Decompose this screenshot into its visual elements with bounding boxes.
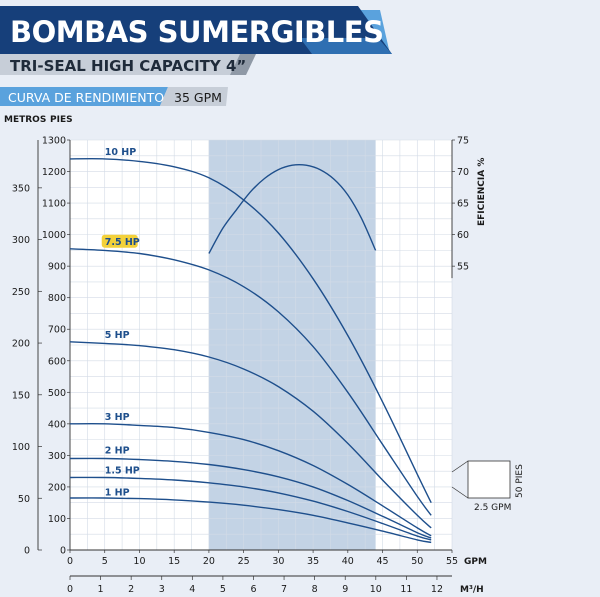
tick-labels: 0100200300400500600700800900100011001200… xyxy=(12,136,469,596)
y-tick-label-feet: 300 xyxy=(48,451,66,462)
y-tick-label-feet: 1200 xyxy=(42,167,66,178)
efficiency-curve xyxy=(208,163,377,254)
curve-labels: 10 HP 7.5 HP 5 HP 3 HP 2 HP 1.5 HP 1 HP xyxy=(101,147,140,499)
x-tick-label-m3h: 2 xyxy=(128,584,134,595)
page-subtitle: TRI-SEAL HIGH CAPACITY 4” xyxy=(10,57,246,75)
x-tick-label-gpm: 20 xyxy=(203,556,215,567)
y-tick-label-feet: 100 xyxy=(48,514,66,525)
page-title: BOMBAS SUMERGIBLES xyxy=(10,15,383,49)
x-tick-label-m3h: 8 xyxy=(312,584,318,595)
y-tick-label-feet: 1300 xyxy=(42,136,66,147)
scale-box-leader-top xyxy=(451,460,469,473)
x-tick-label-m3h: 11 xyxy=(400,584,412,595)
scale-box: 50 PIES 2.5 GPM xyxy=(451,460,525,513)
x-tick-label-m3h: 10 xyxy=(370,584,382,595)
y-tick-label-feet: 700 xyxy=(48,325,66,336)
x-tick-label-gpm: 50 xyxy=(411,556,423,567)
subtitle-bar xyxy=(0,54,252,75)
x-tick-label-gpm: 55 xyxy=(446,556,458,567)
y-tick-label-meters: 100 xyxy=(12,442,30,453)
curve-label: 7.5 HP xyxy=(105,237,140,248)
y-tick-label-efficiency: 75 xyxy=(457,136,469,147)
x-axis-gpm-title: GPM xyxy=(464,557,487,567)
scale-box-rect xyxy=(467,460,511,499)
y-axis-feet-title: PIES xyxy=(50,115,73,125)
y-tick-label-efficiency: 65 xyxy=(457,199,469,210)
x-tick-label-gpm: 0 xyxy=(67,556,73,567)
x-tick-label-gpm: 35 xyxy=(307,556,319,567)
header-banner: BOMBAS SUMERGIBLES TRI-SEAL HIGH CAPACIT… xyxy=(0,6,392,75)
head-curves xyxy=(69,158,432,544)
y-tick-label-meters: 200 xyxy=(12,339,30,350)
y-tick-label-feet: 600 xyxy=(48,356,66,367)
subtitle-bar-shadow xyxy=(230,54,256,75)
x-tick-label-m3h: 9 xyxy=(342,584,348,595)
y-tick-label-efficiency: 70 xyxy=(457,167,469,178)
y-tick-label-meters: 150 xyxy=(12,390,30,401)
x-axis-m3h-title: M³/H xyxy=(460,585,484,595)
y-axis-meters-title: METROS xyxy=(4,115,46,125)
y-tick-label-feet: 900 xyxy=(48,262,66,273)
section-label-tab xyxy=(0,87,168,106)
x-tick-label-gpm: 10 xyxy=(133,556,145,567)
y-tick-label-feet: 500 xyxy=(48,388,66,399)
x-tick-label-gpm: 45 xyxy=(376,556,388,567)
scale-box-height-label: 50 PIES xyxy=(515,464,525,498)
curve-label: 5 HP xyxy=(105,330,130,341)
y-tick-label-meters: 0 xyxy=(24,546,30,557)
curve-label: 2 HP xyxy=(105,446,130,457)
curve-label: 3 HP xyxy=(105,412,130,423)
title-bar xyxy=(0,6,392,54)
y-tick-label-meters: 300 xyxy=(12,235,30,246)
x-tick-label-gpm: 15 xyxy=(168,556,180,567)
section-label: CURVA DE RENDIMIENTO 35 GPM xyxy=(0,87,228,106)
x-tick-label-gpm: 5 xyxy=(102,556,108,567)
x-tick-label-m3h: 4 xyxy=(189,584,195,595)
y-tick-label-feet: 200 xyxy=(48,482,66,493)
y-tick-label-feet: 0 xyxy=(60,546,66,557)
y-tick-label-meters: 350 xyxy=(12,183,30,194)
axes xyxy=(37,140,453,577)
efficiency-curve-group xyxy=(208,163,377,254)
x-tick-label-m3h: 1 xyxy=(98,584,104,595)
y-tick-label-feet: 1000 xyxy=(42,230,66,241)
curve-label: 1 HP xyxy=(105,488,130,499)
curve-label-highlight xyxy=(101,234,138,248)
x-tick-label-gpm: 25 xyxy=(238,556,250,567)
x-tick-label-gpm: 40 xyxy=(342,556,354,567)
section-label-text: CURVA DE RENDIMIENTO xyxy=(8,90,164,105)
head-curve-2-hp xyxy=(69,457,432,539)
head-curve-7-5-hp xyxy=(69,248,432,516)
head-curve-10-hp xyxy=(69,158,432,504)
x-tick-label-m3h: 6 xyxy=(250,584,256,595)
x-tick-label-m3h: 5 xyxy=(220,584,226,595)
y-axis-efficiency-title: EFICIENCIA % xyxy=(477,158,487,226)
scale-box-leader-bottom xyxy=(451,486,469,499)
y-tick-label-feet: 1100 xyxy=(42,199,66,210)
head-curve-1-hp xyxy=(69,497,432,544)
y-tick-label-meters: 50 xyxy=(18,494,30,505)
head-curve-3-hp xyxy=(69,423,432,537)
x-tick-label-m3h: 7 xyxy=(281,584,287,595)
section-value-tab xyxy=(160,87,228,106)
y-tick-label-efficiency: 60 xyxy=(457,230,469,241)
y-tick-label-feet: 400 xyxy=(48,419,66,430)
x-tick-label-gpm: 30 xyxy=(272,556,284,567)
y-tick-label-efficiency: 55 xyxy=(457,262,469,273)
title-bar-accent xyxy=(300,38,392,54)
curve-label: 1.5 HP xyxy=(105,465,140,476)
head-curve-1-5-hp xyxy=(69,476,432,541)
head-curve-5-hp xyxy=(69,341,432,529)
y-tick-label-feet: 800 xyxy=(48,293,66,304)
y-tick-label-meters: 250 xyxy=(12,287,30,298)
curve-label: 10 HP xyxy=(105,147,136,158)
scale-box-width-label: 2.5 GPM xyxy=(474,503,511,513)
x-tick-label-m3h: 12 xyxy=(431,584,443,595)
section-value-text: 35 GPM xyxy=(174,90,222,105)
x-tick-label-m3h: 0 xyxy=(67,584,73,595)
x-tick-label-m3h: 3 xyxy=(159,584,165,595)
